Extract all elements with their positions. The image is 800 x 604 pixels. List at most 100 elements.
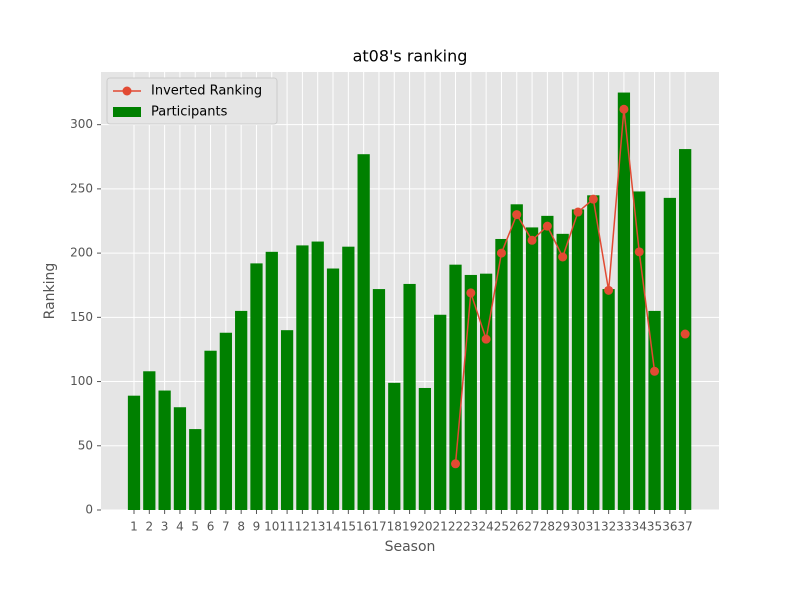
point [634,247,644,257]
legend-marker [122,86,132,96]
point [466,288,476,298]
x-tick-label: 19 [402,520,417,534]
x-tick-label: 9 [253,520,261,534]
x-tick-label: 7 [222,520,230,534]
bar [602,289,615,510]
bar [173,407,187,510]
bar [525,227,539,510]
bar [265,251,278,511]
x-tick-label: 2 [145,520,153,534]
point [496,248,506,258]
x-tick-label: 29 [555,520,570,534]
bar [235,310,248,510]
x-tick-label: 32 [601,520,616,534]
x-tick-label: 15 [341,520,356,534]
bar [388,382,401,510]
point [588,194,598,204]
x-tick-label: 8 [237,520,245,534]
point [451,459,461,469]
bar [587,195,600,510]
bar [571,209,585,510]
x-tick-label: 12 [295,520,310,534]
x-tick-label: 23 [463,520,478,534]
x-tick-label: 25 [494,520,509,534]
y-tick-label: 100 [70,374,93,388]
y-axis-label: Ranking [42,263,58,320]
bar [280,330,294,510]
x-tick-label: 21 [433,520,448,534]
x-axis-label: Season [385,539,436,555]
x-tick-label: 26 [509,520,524,534]
point [573,207,583,217]
x-tick-label: 6 [207,520,215,534]
bar [648,310,661,510]
y-tick-label: 300 [70,117,93,131]
x-tick-label: 36 [662,520,677,534]
y-tick-label: 250 [70,181,93,195]
bar [158,390,171,510]
point [680,329,690,339]
x-tick-label: 27 [524,520,539,534]
point [481,334,491,344]
bar [403,283,416,510]
legend: Inverted Ranking Participants [106,77,278,125]
bar [219,332,232,510]
y-tick-label: 0 [85,503,93,517]
legend-label: Inverted Ranking [151,84,262,99]
x-tick-label: 14 [325,520,340,534]
bar [189,429,202,510]
x-tick-label: 31 [586,520,601,534]
point [512,210,522,220]
x-tick-label: 11 [279,520,294,534]
bar [418,387,432,510]
x-tick-label: 10 [264,520,279,534]
legend-swatch [113,107,141,117]
y-tick-label: 200 [70,246,93,260]
point [604,285,614,295]
bar [541,215,554,510]
legend-label: Participants [151,105,228,120]
bar [204,350,217,510]
x-tick-label: 13 [310,520,325,534]
x-tick-label: 17 [371,520,386,534]
bar [617,92,631,510]
bar [342,246,355,510]
bar [449,264,462,510]
bar [127,395,141,510]
x-tick-label: 35 [647,520,662,534]
x-tick-label: 30 [570,520,585,534]
x-tick-label: 16 [356,520,371,534]
bar [556,233,569,510]
point [619,104,629,114]
x-tick-label: 37 [678,520,693,534]
x-tick-label: 20 [417,520,432,534]
x-tick-label: 3 [161,520,169,534]
bar [296,245,309,510]
x-tick-label: 5 [191,520,199,534]
bar [326,268,340,510]
bar [372,289,386,510]
x-tick-label: 4 [176,520,184,534]
x-tick-label: 1 [130,520,138,534]
bar [464,274,477,510]
point [542,221,552,231]
bar [143,371,156,510]
bar [495,238,508,510]
point [650,366,660,376]
chart-title: at08's ranking [353,47,468,66]
bar [633,191,646,511]
point [558,252,568,262]
y-tick-label: 150 [70,310,93,324]
y-tick-label: 50 [78,438,93,452]
x-tick-label: 18 [387,520,402,534]
bar [357,154,370,511]
bar [480,273,493,510]
x-tick-label: 34 [632,520,647,534]
legend-box [106,77,278,125]
x-tick-label: 22 [448,520,463,534]
x-tick-label: 33 [616,520,631,534]
bar [663,197,676,510]
bar [510,204,523,510]
bar [250,263,263,510]
